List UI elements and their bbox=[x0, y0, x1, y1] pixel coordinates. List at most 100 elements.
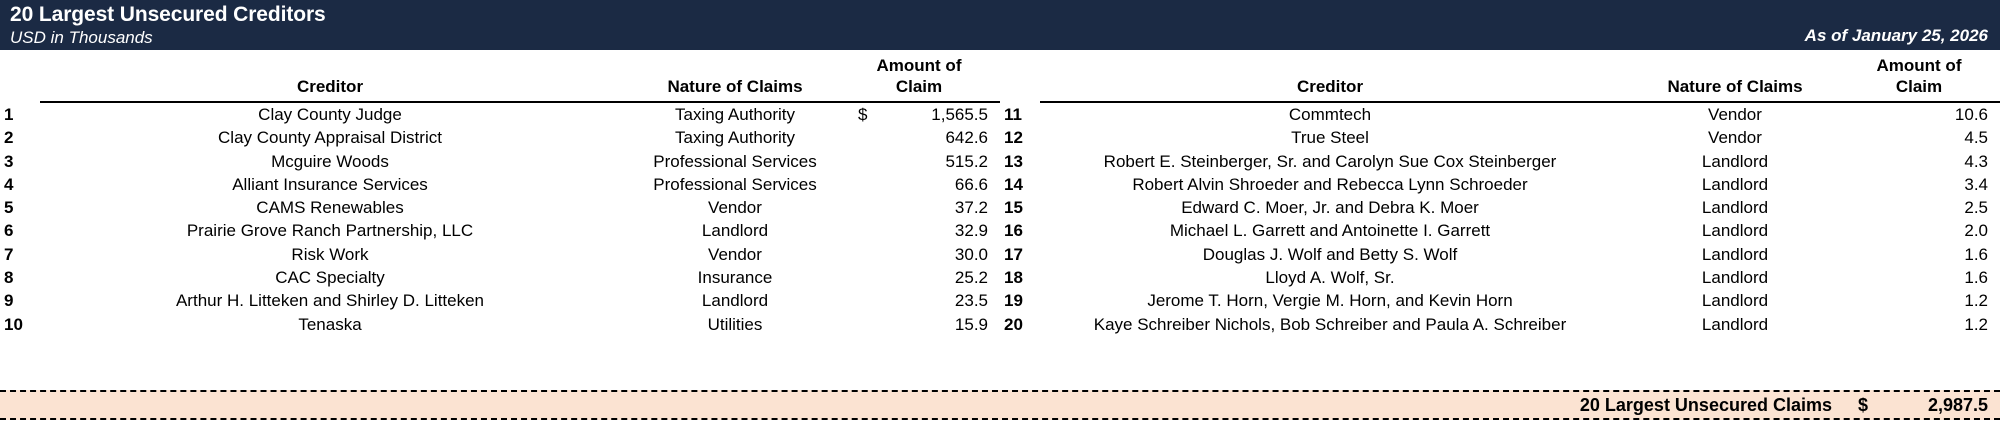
table-row: 10 Tenaska Utilities 15.9 bbox=[0, 313, 1000, 336]
table-row: 7 Risk Work Vendor 30.0 bbox=[0, 243, 1000, 266]
row-creditor-name: Robert Alvin Shroeder and Rebecca Lynn S… bbox=[1132, 174, 1528, 194]
column-header-creditor: Creditor bbox=[40, 50, 620, 103]
header-row: Creditor Nature of Claims Amount of Clai… bbox=[0, 50, 1000, 103]
column-header-rank bbox=[1000, 50, 1040, 102]
row-creditor-name: Commtech bbox=[1288, 105, 1372, 124]
row-creditor-name: True Steel bbox=[1291, 128, 1369, 148]
row-rank: 1 bbox=[4, 104, 14, 124]
row-amount: 66.6 bbox=[850, 173, 1000, 196]
creditors-table-right: Creditor Nature of Claims Amount of Clai… bbox=[1000, 50, 2000, 336]
table-header-left: Creditor Nature of Claims Amount of Clai… bbox=[0, 50, 1000, 103]
row-nature-of-claim: Vendor bbox=[708, 198, 762, 218]
table-row: 5 CAMS Renewables Vendor 37.2 bbox=[0, 196, 1000, 219]
row-creditor-name: Kaye Schreiber Nichols, Bob Schreiber an… bbox=[1093, 314, 1567, 334]
row-rank: 14 bbox=[1004, 174, 1023, 194]
row-nature-of-claim: Landlord bbox=[1701, 151, 1769, 171]
table-row: 9 Arthur H. Litteken and Shirley D. Litte… bbox=[0, 289, 1000, 312]
total-label: 20 Largest Unsecured Claims bbox=[1579, 394, 1832, 415]
page-title: 20 Largest Unsecured Creditors bbox=[10, 3, 326, 26]
row-nature-of-claim: Landlord bbox=[1701, 291, 1769, 311]
row-amount: 2.0 bbox=[1850, 219, 2000, 242]
row-amount-value: 4.3 bbox=[1964, 151, 1988, 171]
row-nature-of-claim: Professional Services bbox=[653, 174, 817, 194]
row-rank: 5 bbox=[4, 198, 14, 218]
table-row: 20 Kaye Schreiber Nichols, Bob Schreiber … bbox=[1000, 313, 2000, 336]
row-amount: 4.3 bbox=[1850, 150, 2000, 173]
row-rank: 2 bbox=[4, 128, 14, 148]
row-amount-value: 1.6 bbox=[1964, 244, 1988, 264]
table-row: 2 Clay County Appraisal District Taxing Au… bbox=[0, 126, 1000, 149]
table-row: 3 Mcguire Woods Professional Services 515.2 bbox=[0, 150, 1000, 173]
row-rank: 3 bbox=[4, 151, 14, 171]
row-creditor-name: Prairie Grove Ranch Partnership, LLC bbox=[186, 221, 474, 241]
row-amount: 1.2 bbox=[1850, 313, 2000, 336]
table-row: 17 Douglas J. Wolf and Betty S. Wolf Landl… bbox=[1000, 243, 2000, 266]
total-amount: $ 2,987.5 bbox=[1850, 395, 2000, 416]
row-rank: 19 bbox=[1004, 291, 1023, 311]
row-creditor-name: Edward C. Moer, Jr. and Debra K. Moer bbox=[1181, 198, 1479, 218]
row-amount-value: 15.9 bbox=[954, 314, 988, 334]
row-creditor-name: Lloyd A. Wolf, Sr. bbox=[1265, 268, 1395, 288]
row-rank: 7 bbox=[4, 244, 14, 264]
row-amount: 1.6 bbox=[1850, 266, 2000, 289]
row-creditor-name: Alliant Insurance Services bbox=[232, 174, 428, 194]
column-header-amount: Amount of Claim bbox=[1850, 50, 2000, 103]
row-amount-value: 10.6 bbox=[1954, 105, 1988, 124]
row-amount-value: 4.5 bbox=[1964, 128, 1988, 148]
row-nature-of-claim: Landlord bbox=[701, 291, 769, 311]
row-amount-value: 642.6 bbox=[945, 128, 988, 148]
row-nature-of-claim: Vendor bbox=[708, 244, 762, 264]
row-nature-of-claim: Insurance bbox=[697, 268, 773, 288]
row-rank: 16 bbox=[1004, 221, 1023, 241]
row-amount: 515.2 bbox=[850, 150, 1000, 173]
row-amount: 25.2 bbox=[850, 266, 1000, 289]
table-row: 4 Alliant Insurance Services Professional … bbox=[0, 173, 1000, 196]
row-rank: 20 bbox=[1004, 314, 1023, 334]
table-body-right: 11 Commtech Vendor 10.6 12 True Steel Vendor 4.… bbox=[1000, 102, 2000, 336]
table-row: 6 Prairie Grove Ranch Partnership, LLC Lan… bbox=[0, 219, 1000, 242]
column-header-rank bbox=[0, 50, 40, 102]
row-amount-value: 1,565.5 bbox=[931, 105, 988, 124]
table-row: 11 Commtech Vendor 10.6 bbox=[1000, 102, 2000, 126]
row-amount-value: 1.2 bbox=[1964, 314, 1988, 334]
row-creditor-name: CAC Specialty bbox=[275, 268, 385, 288]
header-row: Creditor Nature of Claims Amount of Clai… bbox=[1000, 50, 2000, 103]
row-nature-of-claim: Professional Services bbox=[653, 151, 817, 171]
row-rank: 4 bbox=[4, 174, 14, 194]
table-row: 12 True Steel Vendor 4.5 bbox=[1000, 126, 2000, 149]
row-nature-of-claim: Landlord bbox=[1701, 221, 1769, 241]
column-header-amount-line2: Claim bbox=[1895, 77, 1943, 96]
row-amount: 30.0 bbox=[850, 243, 1000, 266]
row-rank: 18 bbox=[1004, 268, 1023, 288]
row-amount: 2.5 bbox=[1850, 196, 2000, 219]
row-rank: 15 bbox=[1004, 198, 1023, 218]
row-nature-of-claim: Landlord bbox=[1701, 174, 1769, 194]
row-creditor-name: Arthur H. Litteken and Shirley D. Littek… bbox=[175, 291, 485, 311]
row-amount: 4.5 bbox=[1850, 126, 2000, 149]
column-header-amount-line1: Amount of bbox=[876, 56, 962, 75]
row-creditor-name: Risk Work bbox=[291, 244, 369, 264]
creditors-table-left-panel: Creditor Nature of Claims Amount of Clai… bbox=[0, 50, 1000, 390]
creditors-table-left: Creditor Nature of Claims Amount of Clai… bbox=[0, 50, 1000, 336]
row-nature-of-claim: Taxing Authority bbox=[674, 128, 795, 148]
report-header-bar: 20 Largest Unsecured Creditors USD in Th… bbox=[0, 0, 2000, 50]
row-rank: 9 bbox=[4, 291, 14, 311]
row-nature-of-claim: Vendor bbox=[1708, 128, 1762, 148]
row-nature-of-claim: Taxing Authority bbox=[674, 105, 795, 124]
row-nature-of-claim: Landlord bbox=[1701, 314, 1769, 334]
row-amount-value: 23.5 bbox=[954, 291, 988, 311]
row-creditor-name: Jerome T. Horn, Vergie M. Horn, and Kevi… bbox=[1147, 291, 1513, 311]
row-rank: 8 bbox=[4, 268, 14, 288]
table-row: 15 Edward C. Moer, Jr. and Debra K. Moer L… bbox=[1000, 196, 2000, 219]
table-row: 16 Michael L. Garrett and Antoinette I. G… bbox=[1000, 219, 2000, 242]
row-amount-value: 25.2 bbox=[954, 268, 988, 288]
row-nature-of-claim: Landlord bbox=[1701, 198, 1769, 218]
row-creditor-name: Douglas J. Wolf and Betty S. Wolf bbox=[1202, 244, 1458, 264]
row-amount-value: 66.6 bbox=[954, 174, 988, 194]
row-amount-value: 37.2 bbox=[954, 198, 988, 218]
row-amount: 1.2 bbox=[1850, 289, 2000, 312]
row-amount-value: 32.9 bbox=[954, 221, 988, 241]
row-currency-symbol: $ bbox=[858, 105, 868, 124]
column-header-creditor: Creditor bbox=[1040, 50, 1620, 103]
row-rank: 10 bbox=[4, 314, 23, 334]
